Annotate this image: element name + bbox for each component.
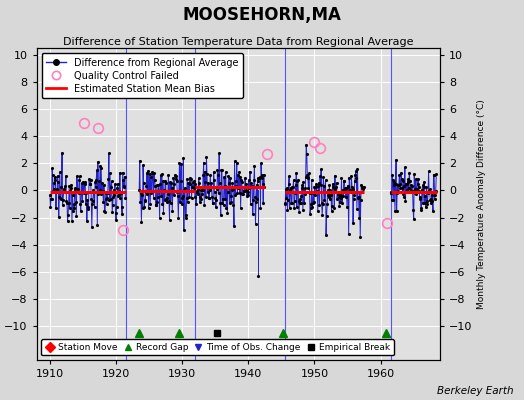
Title: Difference of Station Temperature Data from Regional Average: Difference of Station Temperature Data f… bbox=[63, 37, 413, 47]
Text: Berkeley Earth: Berkeley Earth bbox=[437, 386, 514, 396]
Y-axis label: Monthly Temperature Anomaly Difference (°C): Monthly Temperature Anomaly Difference (… bbox=[477, 99, 486, 309]
Text: MOOSEHORN,MA: MOOSEHORN,MA bbox=[182, 6, 342, 24]
Legend: Station Move, Record Gap, Time of Obs. Change, Empirical Break: Station Move, Record Gap, Time of Obs. C… bbox=[41, 339, 394, 356]
